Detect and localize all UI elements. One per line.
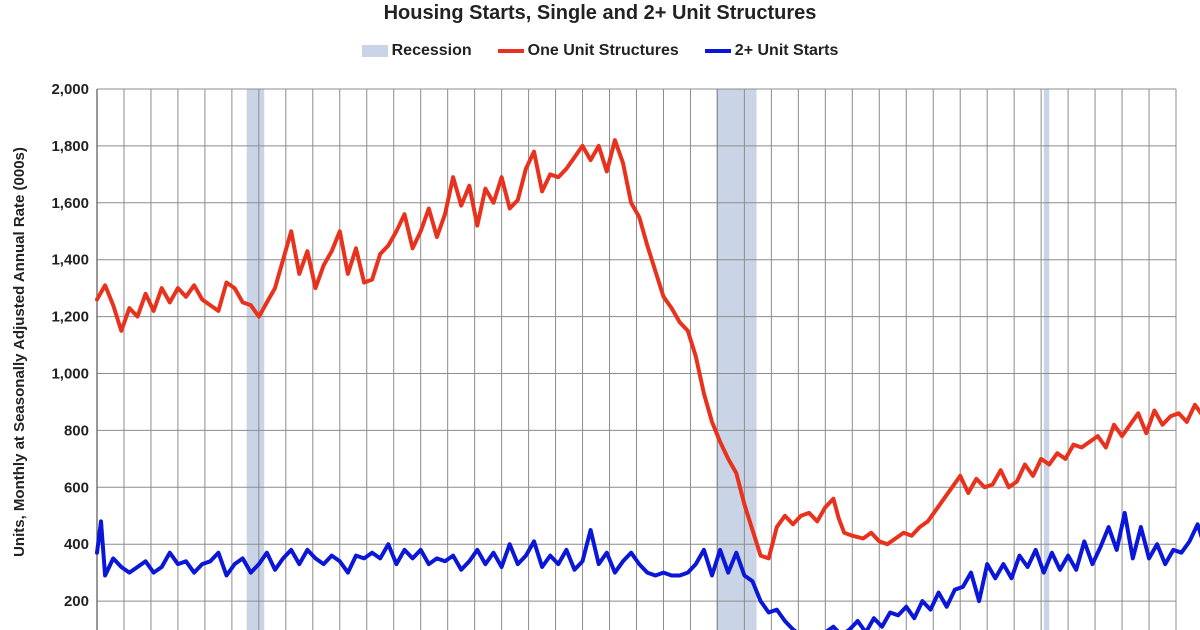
legend-item-multi-unit: 2+ Unit Starts <box>704 42 839 60</box>
y-tick-label: 1,800 <box>51 138 89 155</box>
one-unit-structures-line <box>95 138 1200 561</box>
chart-title: Housing Starts, Single and 2+ Unit Struc… <box>383 2 817 24</box>
recession-band-2 <box>716 89 757 630</box>
y-tick-label: 400 <box>64 536 89 553</box>
gridlines <box>96 88 1177 630</box>
y-tick-label: 1,600 <box>51 195 89 212</box>
chart-legend: Recession One Unit Structures 2+ Unit St… <box>0 42 1200 60</box>
y-tick-label: 1,200 <box>51 309 89 326</box>
y-axis-label: Units, Monthly at Seasonally Adjusted An… <box>11 147 28 557</box>
recession-bands <box>246 89 1050 630</box>
legend-label-recession: Recession <box>391 42 472 59</box>
multi-unit-swatch <box>704 49 731 53</box>
y-tick-label: 1,400 <box>51 252 89 269</box>
one-unit-swatch <box>497 49 524 53</box>
recession-band-3 <box>1043 89 1050 630</box>
legend-item-one-unit: One Unit Structures <box>497 42 679 60</box>
y-tick-label: 200 <box>64 593 89 610</box>
legend-label-one-unit: One Unit Structures <box>527 42 679 59</box>
multi-unit-starts-line <box>95 510 1200 630</box>
y-tick-label: 600 <box>64 479 89 496</box>
series-lines <box>95 138 1200 630</box>
recession-swatch <box>361 45 388 57</box>
y-tick-label: 1,000 <box>51 366 89 383</box>
y-tick-label: 2,000 <box>51 81 89 98</box>
legend-item-recession: Recession <box>361 42 472 60</box>
y-axis: 200 400 600 800 1,000 1,200 1,400 1,600 1,800 2,0… <box>51 81 89 610</box>
legend-label-multi-unit: 2+ Unit Starts <box>734 42 839 59</box>
recession-band-1 <box>246 89 265 630</box>
y-tick-label: 800 <box>64 422 89 439</box>
